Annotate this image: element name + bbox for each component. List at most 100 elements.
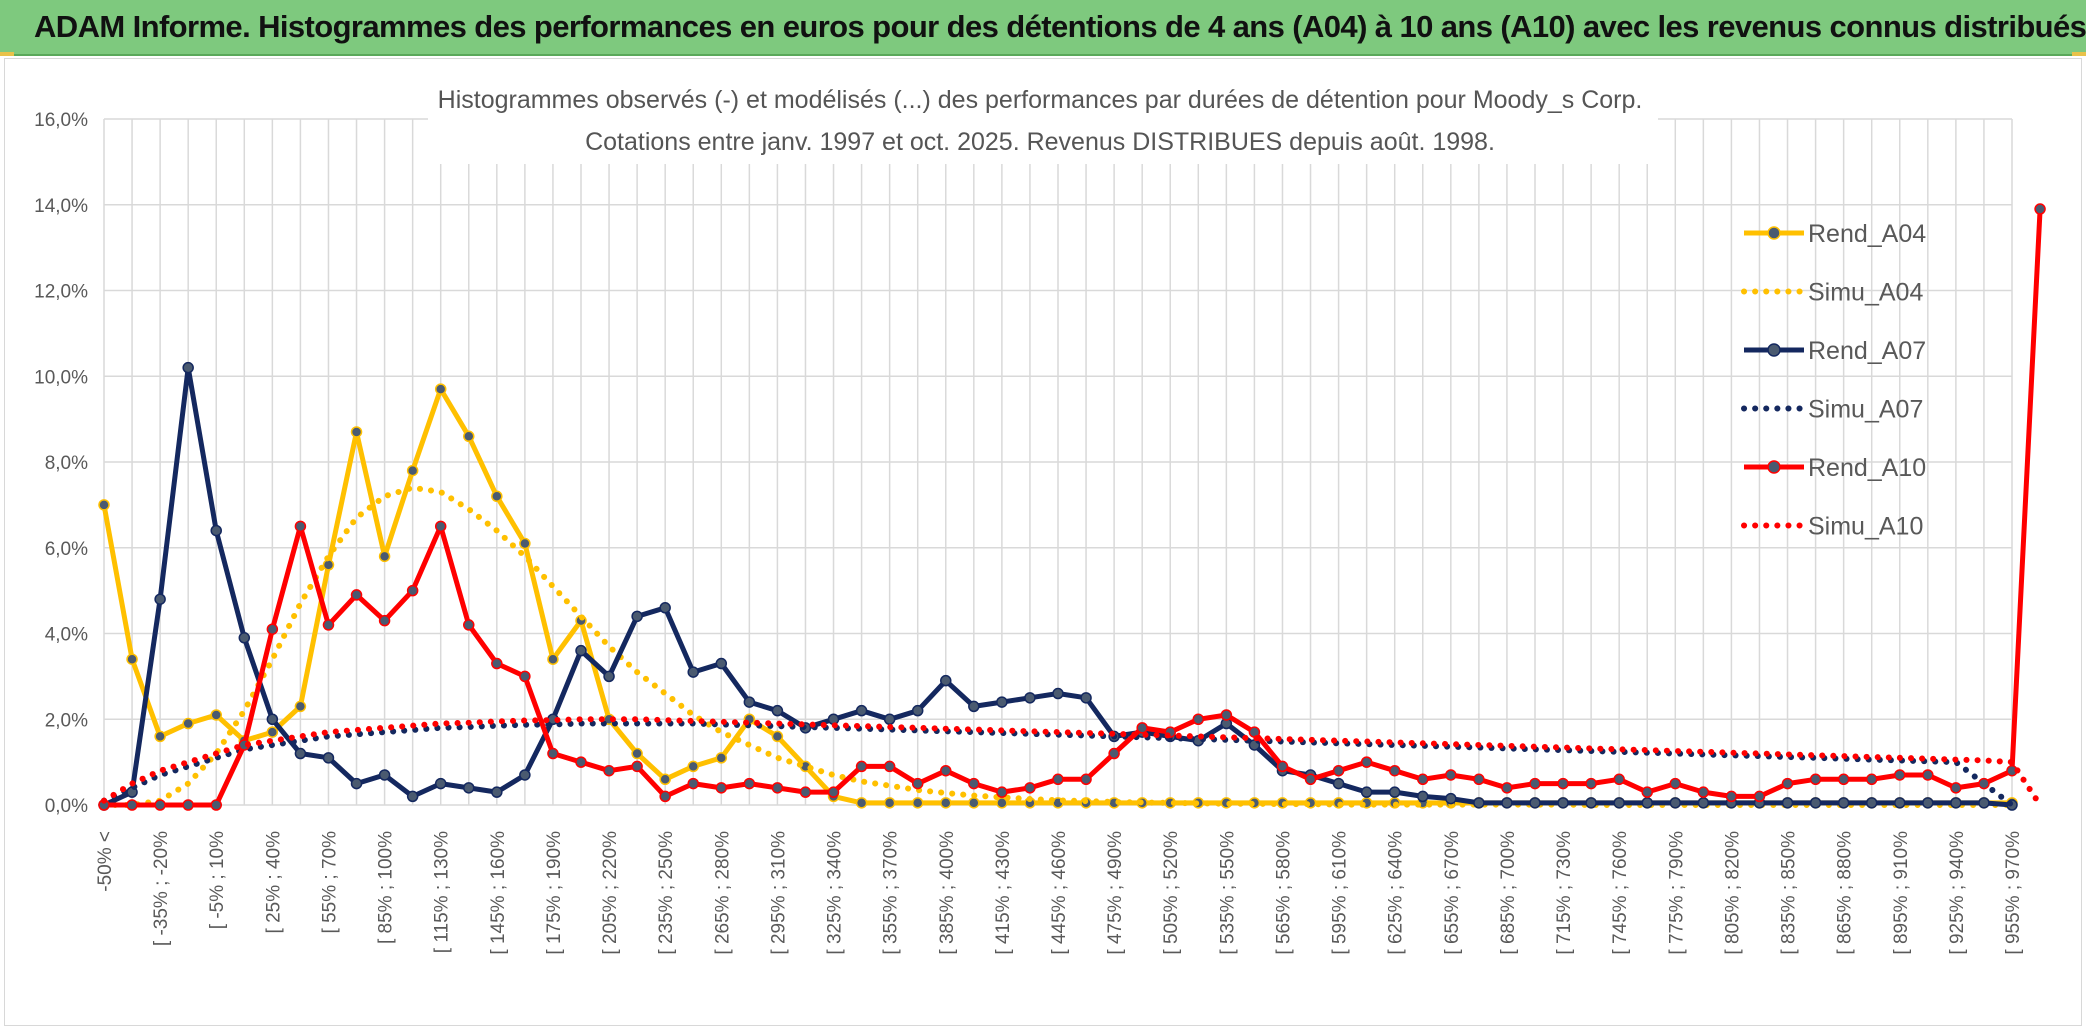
data-point xyxy=(463,619,475,631)
data-point xyxy=(378,614,391,627)
legend-label: Rend_A10 xyxy=(1808,454,1926,482)
x-tick-label: [ -35% ; -20% xyxy=(151,831,172,946)
data-point xyxy=(1417,773,1429,786)
y-tick-label: 16,0% xyxy=(34,110,88,131)
x-tick-label: [ 625% ; 640% xyxy=(1386,831,1407,955)
x-axis: -50% < [ -35% ; -20% [ -5% ; 10% [ 25% ; 40… xyxy=(95,831,2024,955)
legend-item-simu-a07: Simu_A07 xyxy=(1741,396,1923,424)
data-point xyxy=(350,589,363,601)
data-point xyxy=(1837,797,1850,809)
data-point xyxy=(1529,797,1541,809)
data-point xyxy=(1080,773,1092,786)
data-point xyxy=(715,782,728,794)
x-tick-label: [ 835% ; 850% xyxy=(1779,831,1800,955)
legend-label: Simu_A04 xyxy=(1808,279,1923,307)
data-point xyxy=(1641,797,1653,809)
data-point xyxy=(855,797,868,809)
data-point xyxy=(575,644,587,657)
data-point xyxy=(1136,722,1148,734)
data-point xyxy=(940,764,952,777)
x-tick-label: [ 295% ; 310% xyxy=(768,831,789,955)
data-point xyxy=(883,797,896,809)
x-tick-label: [ 805% ; 820% xyxy=(1722,831,1743,955)
x-tick-label: [ 25% ; 40% xyxy=(263,831,284,934)
data-point xyxy=(799,786,812,798)
x-tick-label: [ 865% ; 880% xyxy=(1835,831,1856,955)
data-point xyxy=(434,383,447,395)
data-point xyxy=(1529,777,1541,790)
data-point xyxy=(1052,773,1064,786)
y-tick-label: 10,0% xyxy=(34,367,88,388)
data-point xyxy=(1052,687,1064,700)
x-tick-label: [ 325% ; 340% xyxy=(825,831,846,955)
data-point xyxy=(266,623,279,635)
data-point xyxy=(827,786,840,798)
x-tick-label: [ 265% ; 280% xyxy=(712,831,733,955)
data-point xyxy=(1585,797,1597,809)
legend: Rend_A04 Simu_A04 Rend_A07 Simu_A07 Rend_A10… xyxy=(1741,220,1926,541)
x-tick-label: [ 745% ; 760% xyxy=(1610,831,1631,955)
legend-item-simu-a04: Simu_A04 xyxy=(1741,279,1923,307)
x-tick-label: [ 505% ; 520% xyxy=(1161,831,1182,955)
data-point xyxy=(266,726,279,738)
data-point xyxy=(996,786,1008,798)
x-tick-label: [ 415% ; 430% xyxy=(993,831,1014,955)
data-point xyxy=(1192,713,1205,725)
data-point xyxy=(659,602,671,614)
data-point xyxy=(519,537,531,550)
data-point xyxy=(968,797,980,809)
y-tick-label: 8,0% xyxy=(45,453,88,474)
data-point xyxy=(294,700,307,713)
data-point xyxy=(1922,769,1934,781)
data-point xyxy=(519,769,531,781)
x-tick-label: [ 355% ; 370% xyxy=(881,831,902,955)
data-point xyxy=(1950,797,1962,809)
y-tick-label: 2,0% xyxy=(45,710,88,731)
data-point xyxy=(491,490,503,503)
data-point xyxy=(1388,786,1401,798)
grid xyxy=(103,118,2013,806)
legend-marker xyxy=(1767,226,1781,240)
data-point xyxy=(603,670,615,683)
data-point xyxy=(1978,797,1990,809)
legend-label: Simu_A07 xyxy=(1808,396,1923,424)
data-point xyxy=(463,782,475,794)
legend-label: Simu_A10 xyxy=(1808,513,1923,541)
data-point xyxy=(771,730,784,743)
data-point xyxy=(463,430,475,443)
data-point xyxy=(294,747,307,760)
data-point xyxy=(911,797,924,809)
y-tick-label: 14,0% xyxy=(34,196,88,217)
data-point xyxy=(182,361,194,374)
data-point xyxy=(1669,777,1682,790)
data-point xyxy=(1585,777,1597,790)
data-point xyxy=(1641,786,1653,798)
data-point xyxy=(1304,773,1317,786)
data-point xyxy=(350,426,363,438)
corner-accent xyxy=(2072,52,2086,56)
data-point xyxy=(883,713,896,725)
x-tick-label: [ 385% ; 400% xyxy=(937,831,958,955)
x-tick-label: [ 895% ; 910% xyxy=(1891,831,1912,955)
x-tick-label: [ -5% ; 10% xyxy=(207,831,228,929)
data-point xyxy=(687,666,699,678)
data-point xyxy=(266,713,279,725)
data-point xyxy=(1501,782,1513,794)
x-tick-label: [ 475% ; 490% xyxy=(1105,831,1126,955)
data-point xyxy=(911,777,924,790)
data-point xyxy=(1108,747,1120,760)
data-point xyxy=(1781,797,1794,809)
data-point xyxy=(1276,760,1289,773)
data-point xyxy=(322,619,335,631)
data-point xyxy=(154,799,166,811)
y-tick-label: 0,0% xyxy=(45,796,88,817)
x-tick-label: [ 595% ; 610% xyxy=(1330,831,1351,955)
data-point xyxy=(855,704,868,717)
data-point xyxy=(1894,797,1906,809)
data-point xyxy=(98,499,110,511)
y-axis: 0,0% 2,0% 4,0% 6,0% 8,0% 10,0% 12,0% 14,0% 16,0% xyxy=(34,110,88,817)
x-tick-label: [ 535% ; 550% xyxy=(1217,831,1238,955)
data-point xyxy=(1753,790,1766,803)
data-point xyxy=(210,709,222,721)
data-point xyxy=(1473,773,1485,786)
